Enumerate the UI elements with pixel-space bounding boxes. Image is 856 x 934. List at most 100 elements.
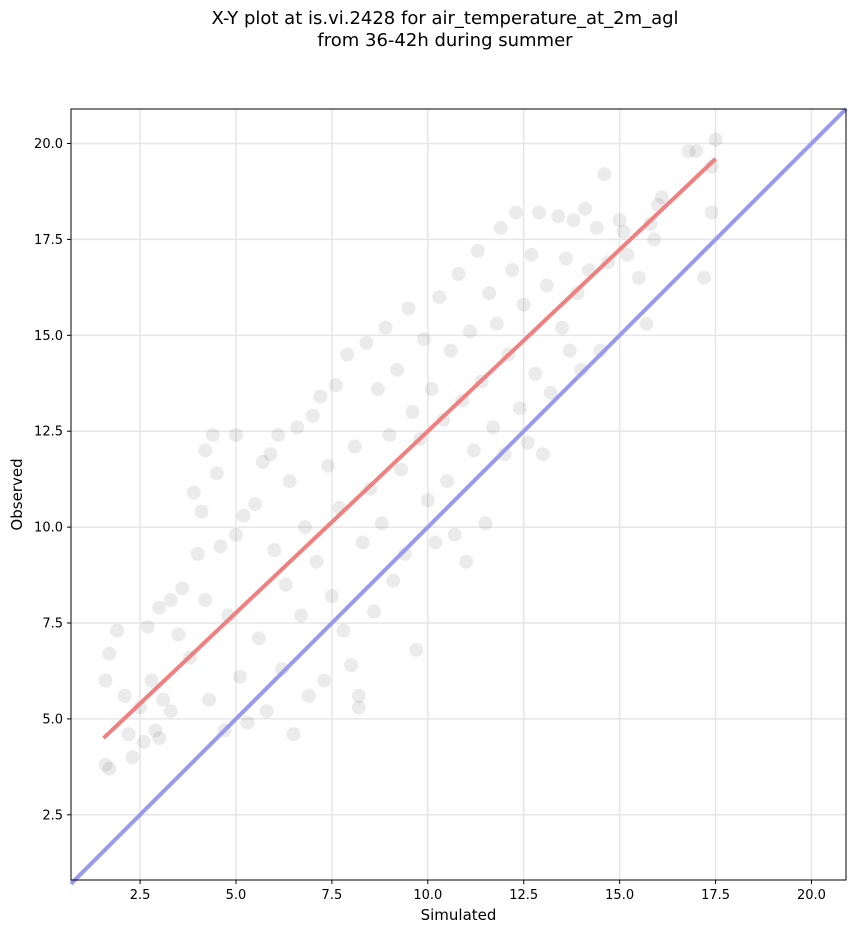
data-point xyxy=(152,600,167,615)
data-point xyxy=(286,727,301,742)
y-axis-label: Observed xyxy=(8,458,26,530)
data-point xyxy=(478,516,493,531)
y-tick-label: 20.0 xyxy=(34,137,63,152)
data-point xyxy=(566,213,581,228)
data-point xyxy=(301,688,316,703)
data-point xyxy=(213,539,228,554)
grid xyxy=(71,109,846,880)
data-point xyxy=(374,516,389,531)
data-point xyxy=(704,159,719,174)
data-point xyxy=(209,466,224,481)
data-point xyxy=(321,458,336,473)
data-point xyxy=(558,251,573,266)
data-point xyxy=(436,412,451,427)
data-point xyxy=(117,688,132,703)
x-tick-label: 5.0 xyxy=(226,888,247,903)
data-point xyxy=(482,286,497,301)
data-point xyxy=(136,734,151,749)
y-tick-label: 10.0 xyxy=(34,521,63,536)
data-point xyxy=(148,723,163,738)
data-point xyxy=(121,727,136,742)
data-point xyxy=(551,209,566,224)
data-point xyxy=(198,443,213,458)
data-point xyxy=(697,270,712,285)
data-point xyxy=(282,474,297,489)
data-point xyxy=(497,447,512,462)
y-tick-label: 17.5 xyxy=(34,233,63,248)
data-point xyxy=(328,378,343,393)
data-point xyxy=(324,589,339,604)
data-point xyxy=(397,546,412,561)
data-point xyxy=(171,627,186,642)
data-point xyxy=(175,581,190,596)
data-point xyxy=(351,700,366,715)
x-axis-label: Simulated xyxy=(421,906,497,924)
data-point xyxy=(620,247,635,262)
data-point xyxy=(493,220,508,235)
data-point xyxy=(443,343,458,358)
data-point xyxy=(240,715,255,730)
data-point xyxy=(305,408,320,423)
data-point xyxy=(140,619,155,634)
data-point xyxy=(370,382,385,397)
data-point xyxy=(616,224,631,239)
x-tick-label: 2.5 xyxy=(130,888,151,903)
data-point xyxy=(133,700,148,715)
axis-ticks: 2.5 5.0 7.5 10.0 12.5 15.0 17.5 20.0 2.5 5.0 7.5 10… xyxy=(34,137,826,903)
data-point xyxy=(205,428,220,443)
identity-line xyxy=(69,107,848,886)
data-point xyxy=(336,623,351,638)
data-point xyxy=(489,316,504,331)
data-point xyxy=(532,205,547,220)
data-point xyxy=(516,297,531,312)
data-point xyxy=(110,623,125,638)
x-tick-label: 20.0 xyxy=(797,888,826,903)
data-point xyxy=(359,335,374,350)
data-point xyxy=(386,573,401,588)
data-point xyxy=(163,704,178,719)
data-point xyxy=(156,692,171,707)
data-point xyxy=(589,220,604,235)
data-point xyxy=(612,213,627,228)
data-point xyxy=(290,420,305,435)
data-point xyxy=(367,604,382,619)
data-point xyxy=(298,520,313,535)
data-point xyxy=(232,669,247,684)
data-point xyxy=(294,608,309,623)
y-tick-label: 15.0 xyxy=(34,329,63,344)
data-point xyxy=(263,447,278,462)
y-tick-label: 12.5 xyxy=(34,425,63,440)
data-point xyxy=(194,504,209,519)
data-point xyxy=(647,232,662,247)
data-point xyxy=(393,462,408,477)
data-point xyxy=(466,443,481,458)
data-point xyxy=(505,263,520,278)
data-point xyxy=(424,382,439,397)
data-point xyxy=(98,673,113,688)
x-tick-label: 7.5 xyxy=(322,888,343,903)
data-point xyxy=(278,577,293,592)
data-point xyxy=(447,527,462,542)
x-tick-label: 17.5 xyxy=(701,888,730,903)
data-point xyxy=(98,757,113,772)
x-tick-label: 10.0 xyxy=(413,888,442,903)
data-point xyxy=(405,405,420,420)
data-point xyxy=(520,435,535,450)
data-point xyxy=(401,301,416,316)
y-tick-label: 7.5 xyxy=(42,617,63,632)
data-point xyxy=(512,401,527,416)
data-point xyxy=(309,554,324,569)
data-point xyxy=(190,546,205,561)
data-point xyxy=(420,493,435,508)
x-tick-label: 12.5 xyxy=(509,888,538,903)
data-point xyxy=(102,646,117,661)
data-point xyxy=(639,316,654,331)
data-point xyxy=(470,243,485,258)
data-point xyxy=(509,205,524,220)
data-point xyxy=(631,270,646,285)
data-point xyxy=(486,420,501,435)
chart-title-line-2: from 36-42h during summer xyxy=(317,30,573,51)
data-point xyxy=(267,543,282,558)
data-point xyxy=(439,474,454,489)
